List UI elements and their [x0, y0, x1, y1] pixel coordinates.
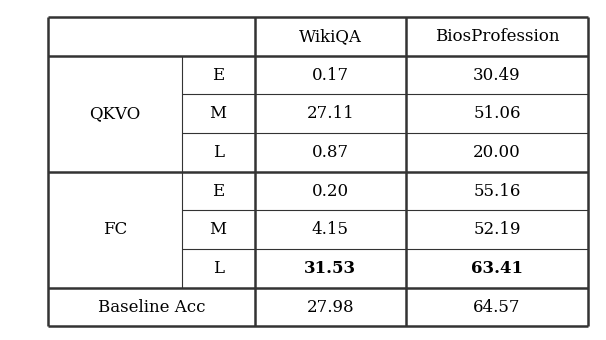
Text: 63.41: 63.41: [471, 260, 523, 277]
Text: FC: FC: [103, 221, 127, 238]
Text: 30.49: 30.49: [473, 67, 521, 84]
Text: 55.16: 55.16: [473, 183, 521, 200]
Text: 27.98: 27.98: [307, 299, 354, 316]
Text: BiosProfession: BiosProfession: [435, 28, 559, 45]
Text: M: M: [210, 221, 227, 238]
Text: 4.15: 4.15: [311, 221, 349, 238]
Text: 0.20: 0.20: [311, 183, 349, 200]
Text: WikiQA: WikiQA: [299, 28, 362, 45]
Text: 20.00: 20.00: [473, 144, 521, 161]
Text: E: E: [212, 67, 224, 84]
Text: L: L: [213, 260, 224, 277]
Text: 0.17: 0.17: [311, 67, 349, 84]
Text: Baseline Acc: Baseline Acc: [98, 299, 205, 316]
Text: L: L: [213, 144, 224, 161]
Text: 52.19: 52.19: [473, 221, 521, 238]
Text: 51.06: 51.06: [473, 105, 521, 122]
Text: 0.87: 0.87: [311, 144, 349, 161]
Text: M: M: [210, 105, 227, 122]
Text: QKVO: QKVO: [90, 105, 141, 122]
Text: 27.11: 27.11: [307, 105, 354, 122]
Text: 31.53: 31.53: [304, 260, 356, 277]
Text: E: E: [212, 183, 224, 200]
Text: 64.57: 64.57: [473, 299, 521, 316]
